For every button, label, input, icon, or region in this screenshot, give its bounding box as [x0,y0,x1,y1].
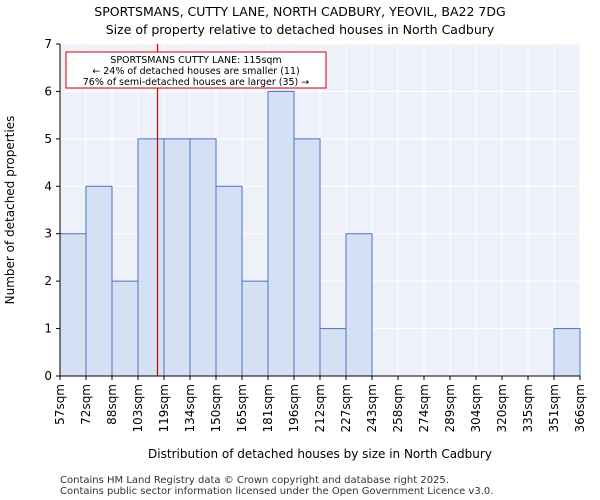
histogram-bar [189,138,217,377]
x-tick-label: 320sqm [495,384,509,432]
x-tick-label: 212sqm [313,384,327,432]
histogram-bar [319,328,347,377]
annotation-box [65,51,327,89]
x-tick-label: 196sqm [287,384,301,432]
x-tick-label: 150sqm [209,384,223,432]
footer-licence: Contains public sector information licen… [60,486,494,497]
y-tick-label: 1 [44,322,52,336]
histogram-bar [267,90,295,377]
x-tick-label: 72sqm [79,384,93,425]
x-tick-label: 57sqm [53,384,67,425]
histogram-bar [111,280,139,377]
y-axis-title: Number of detached properties [3,116,17,305]
histogram-bar [345,233,373,377]
x-tick-label: 243sqm [365,384,379,432]
x-axis-title: Distribution of detached houses by size … [148,447,492,461]
x-tick-label: 366sqm [573,384,587,432]
histogram-bar [137,138,165,377]
x-tick-label: 304sqm [469,384,483,432]
y-tick-label: 3 [44,227,52,241]
x-tick-label: 165sqm [235,384,249,432]
x-tick-label: 88sqm [105,384,119,425]
x-tick-label: 351sqm [547,384,561,432]
y-tick-label: 6 [44,84,52,98]
y-tick-label: 0 [44,369,52,383]
x-tick-label: 181sqm [261,384,275,432]
histogram-bar [59,233,87,377]
histogram-bar [163,138,191,377]
chart-title: Size of property relative to detached ho… [105,22,495,37]
histogram-bar [293,138,321,377]
chart-title-address: SPORTSMANS, CUTTY LANE, NORTH CADBURY, Y… [94,4,506,19]
y-tick-label: 5 [44,132,52,146]
annotation-line-3: 76% of semi-detached houses are larger (… [83,77,310,88]
histogram-bar [241,280,269,377]
histogram-bar [215,185,243,377]
y-tick-label: 2 [44,274,52,288]
y-tick-label: 4 [44,179,52,193]
x-tick-label: 289sqm [443,384,457,432]
footer-copyright: Contains HM Land Registry data © Crown c… [60,475,449,486]
histogram-bar [553,328,581,377]
x-tick-label: 103sqm [131,384,145,432]
x-tick-label: 227sqm [339,384,353,432]
annotation-line-2: ← 24% of detached houses are smaller (11… [92,66,299,77]
y-tick-label: 7 [44,37,52,51]
x-tick-label: 274sqm [417,384,431,432]
x-tick-label: 258sqm [391,384,405,432]
x-tick-label: 119sqm [157,384,171,432]
histogram-bar [85,185,113,377]
annotation-line-1: SPORTSMANS CUTTY LANE: 115sqm [110,55,281,66]
x-tick-label: 134sqm [183,384,197,432]
x-tick-label: 335sqm [521,384,535,432]
